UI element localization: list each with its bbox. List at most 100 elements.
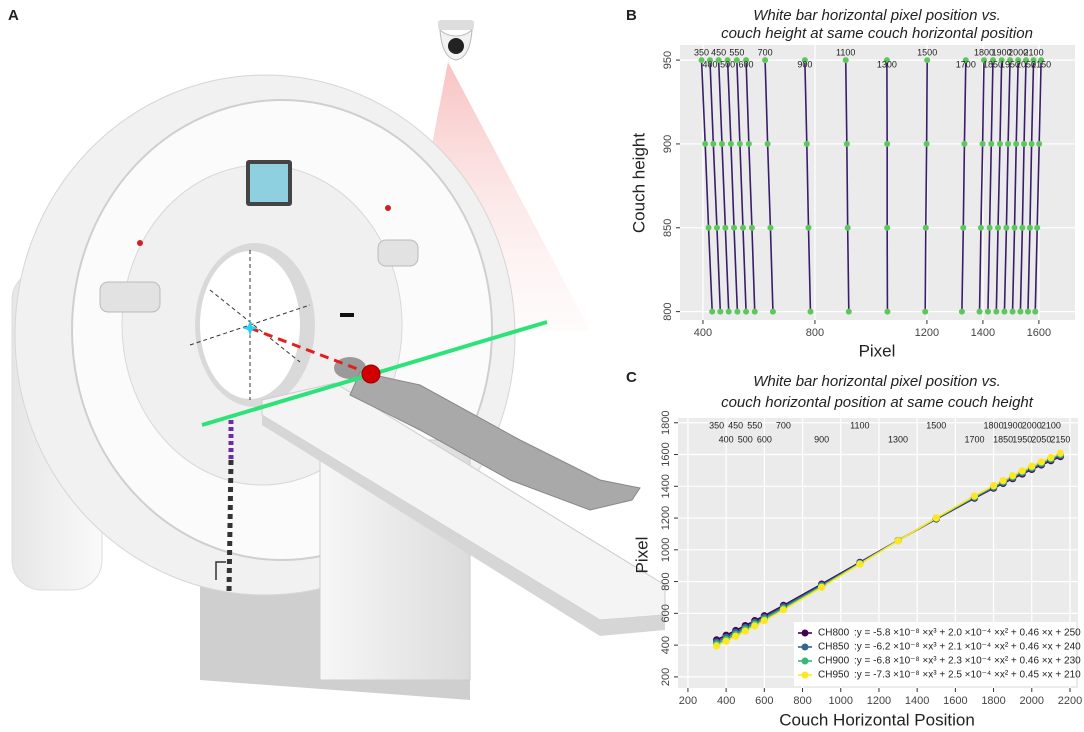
- point: [1026, 224, 1033, 231]
- point: [884, 140, 891, 147]
- point-label: 1800: [974, 47, 994, 57]
- series-line: [987, 60, 994, 312]
- point: [961, 140, 968, 147]
- camera-lens: [448, 38, 464, 54]
- x-axis-label: Pixel: [859, 341, 896, 360]
- y-tick-label: 950: [662, 51, 674, 69]
- series-line: [804, 60, 812, 312]
- point: [731, 224, 738, 231]
- point: [743, 308, 750, 315]
- position-label: 450: [728, 420, 743, 430]
- laser-window: [340, 313, 354, 317]
- panel-letter: A: [8, 7, 19, 24]
- series-line: [844, 60, 850, 312]
- x-tick-label: 2200: [1058, 695, 1082, 707]
- x-tick-label: 1400: [971, 327, 995, 339]
- series-line: [978, 60, 985, 312]
- point-label: 1900: [992, 47, 1012, 57]
- point: [922, 224, 929, 231]
- point: [1015, 57, 1022, 64]
- position-label: 900: [814, 434, 829, 444]
- series-line: [924, 60, 928, 312]
- series-line: [1011, 60, 1019, 312]
- x-tick-label: 1600: [1027, 327, 1051, 339]
- point: [1032, 308, 1039, 315]
- series-line: [709, 60, 722, 312]
- point: [1030, 57, 1037, 64]
- position-label: 1700: [964, 434, 984, 444]
- x-tick-label: 1200: [915, 327, 939, 339]
- point: [1047, 453, 1055, 462]
- x-tick-label: 1600: [943, 695, 967, 707]
- point: [1018, 467, 1026, 475]
- isocenter-marker: [242, 320, 258, 336]
- point: [989, 482, 998, 490]
- legend-fit: :y = -7.3 ×10⁻⁸ ×x³ + 2.5 ×10⁻⁴ ×x² + 0.…: [854, 670, 1081, 681]
- y-tick-label: 900: [662, 135, 674, 153]
- point: [970, 492, 979, 500]
- point: [710, 140, 717, 147]
- position-label: 1850: [993, 434, 1013, 444]
- point: [1013, 140, 1020, 147]
- panel-letter: C: [626, 369, 637, 386]
- point: [856, 560, 864, 568]
- point: [894, 537, 902, 545]
- y-tick-label: 800: [660, 572, 672, 590]
- legend-name: CH900: [818, 656, 850, 667]
- point-label: 450: [711, 47, 726, 57]
- point: [1001, 308, 1008, 315]
- position-label: 600: [757, 434, 772, 444]
- point: [1003, 224, 1010, 231]
- indicator: [385, 205, 391, 211]
- x-tick-label: 1200: [867, 695, 891, 707]
- y-tick-label: 800: [662, 302, 674, 320]
- x-tick-label: 200: [679, 695, 697, 707]
- legend-swatch: [801, 629, 809, 637]
- position-label: 1900: [1003, 420, 1023, 430]
- legend-name: CH850: [818, 642, 850, 653]
- position-label: 350: [709, 420, 724, 430]
- x-tick-label: 1400: [905, 695, 929, 707]
- legend-swatch: [801, 671, 809, 679]
- series-line: [700, 60, 713, 312]
- point: [712, 642, 721, 650]
- point: [1007, 57, 1014, 64]
- point: [996, 140, 1003, 147]
- point: [807, 308, 814, 315]
- legend-fit: :y = -5.8 ×10⁻⁸ ×x³ + 2.0 ×10⁻⁴ ×x² + 0.…: [854, 628, 1081, 639]
- point: [962, 57, 969, 64]
- position-label: 2150: [1050, 434, 1070, 444]
- control-panel-right: [377, 239, 419, 267]
- point-label: 600: [739, 59, 754, 69]
- point-label: 1300: [877, 59, 897, 69]
- series-line: [961, 60, 967, 312]
- point: [845, 308, 852, 315]
- point-label: 500: [720, 59, 735, 69]
- series-line: [1019, 60, 1027, 312]
- point: [1038, 57, 1045, 64]
- series-line: [1034, 60, 1042, 312]
- point: [751, 308, 758, 315]
- y-tick-label: 600: [660, 604, 672, 622]
- point-label: 350: [694, 47, 709, 57]
- panel-letter: B: [626, 7, 637, 24]
- point: [713, 224, 720, 231]
- chart-title: couch height at same couch horizontal po…: [721, 25, 1033, 42]
- position-label: 1300: [888, 434, 908, 444]
- series-line: [1027, 60, 1035, 312]
- point: [725, 308, 732, 315]
- y-tick-label: 200: [660, 668, 672, 686]
- point: [884, 224, 891, 231]
- point: [706, 57, 713, 64]
- position-label: 1500: [926, 420, 946, 430]
- point-label: 2100: [1024, 47, 1044, 57]
- x-tick-label: 400: [694, 327, 712, 339]
- x-tick-label: 800: [806, 327, 824, 339]
- position-label: 1800: [984, 420, 1004, 430]
- point: [984, 308, 991, 315]
- point: [1028, 140, 1035, 147]
- point: [727, 140, 734, 147]
- point-label: 400: [702, 59, 717, 69]
- y-tick-label: 850: [662, 219, 674, 237]
- point: [989, 57, 996, 64]
